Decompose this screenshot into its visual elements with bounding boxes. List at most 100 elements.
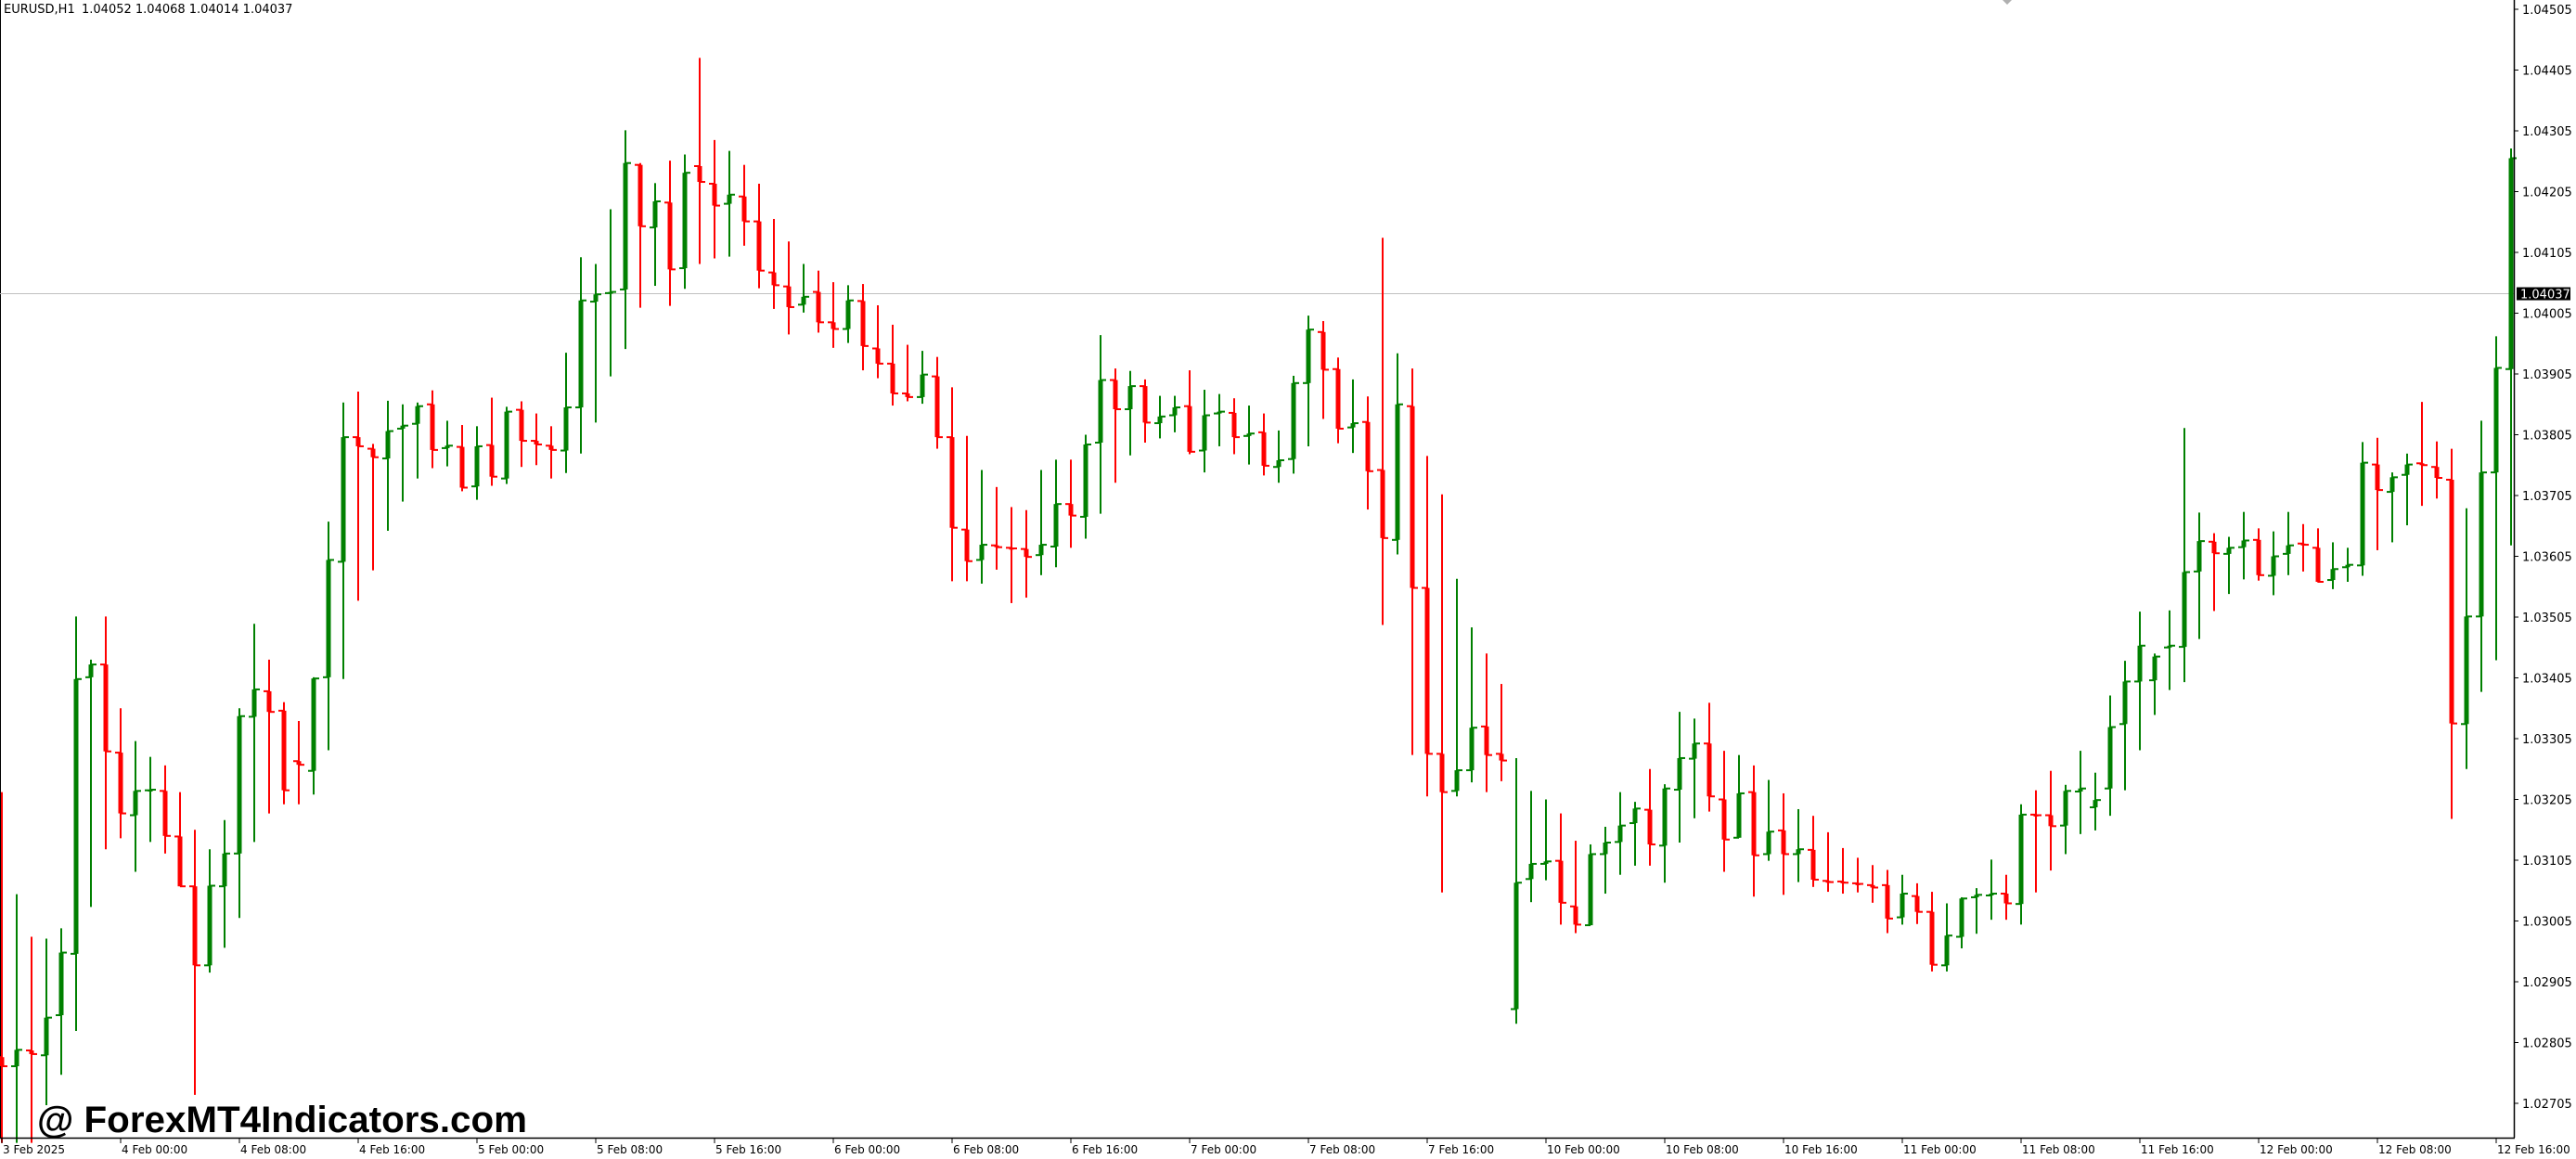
candle-body — [489, 444, 495, 477]
candle — [100, 616, 111, 850]
candle-body — [296, 761, 302, 766]
time-tick-label: 6 Feb 16:00 — [1072, 1143, 1138, 1156]
candle — [1140, 379, 1151, 444]
candle-body — [1870, 884, 1875, 888]
candle-body — [1098, 380, 1103, 444]
candle — [635, 162, 646, 308]
candle — [1451, 578, 1462, 797]
candle-body — [1810, 849, 1816, 880]
chart-shift-marker-icon[interactable] — [2003, 0, 2012, 5]
candle — [1169, 395, 1180, 432]
candle — [531, 413, 542, 466]
candle-body — [2063, 791, 2068, 826]
candle — [753, 183, 765, 289]
candle — [501, 406, 512, 484]
candle — [2045, 770, 2056, 871]
candle-body — [1083, 444, 1088, 517]
time-tick-label: 5 Feb 00:00 — [478, 1143, 544, 1156]
time-tick-label: 12 Feb 16:00 — [2497, 1143, 2570, 1156]
candle-body — [845, 300, 851, 329]
candle — [917, 351, 928, 405]
candle — [679, 154, 690, 290]
candle-body — [2508, 158, 2514, 369]
candle-body — [2122, 681, 2128, 725]
candle-body — [1617, 825, 1623, 843]
candle-body — [831, 322, 836, 329]
price-axis[interactable]: 1.04505 1.04405 1.04305 1.04205 1.04105 1.040… — [2514, 4, 2572, 1112]
candle-body — [1944, 935, 1950, 966]
candle-body — [2256, 539, 2261, 575]
candle-body — [1187, 406, 1192, 452]
candle — [2461, 508, 2472, 769]
candle-body — [1528, 863, 1534, 880]
price-tick-label: 1.04105 — [2522, 247, 2572, 261]
candle — [887, 324, 898, 406]
time-tick-label: 4 Feb 00:00 — [122, 1143, 187, 1156]
candle-body — [281, 710, 287, 791]
candle — [442, 420, 453, 467]
candle — [694, 58, 705, 264]
candle — [2164, 610, 2175, 690]
time-tick-label: 12 Feb 00:00 — [2260, 1143, 2333, 1156]
candle — [1258, 413, 1269, 476]
candle-body — [1707, 743, 1712, 797]
candle-body — [1454, 770, 1460, 792]
candle-body — [741, 196, 747, 222]
time-tick-label: 11 Feb 08:00 — [2022, 1143, 2095, 1156]
candle-body — [979, 545, 985, 560]
time-axis[interactable]: 3 Feb 2025 4 Feb 00:00 4 Feb 08:00 4 Feb 16… — [1, 1138, 2570, 1156]
candle — [2090, 772, 2101, 831]
price-tick-label: 1.04305 — [2522, 125, 2572, 139]
candle — [1318, 321, 1329, 419]
candle-body — [1558, 860, 1564, 903]
candle-body — [2271, 556, 2276, 576]
candle-body — [370, 448, 376, 457]
candle — [1897, 874, 1908, 925]
time-tick-label: 6 Feb 08:00 — [953, 1143, 1019, 1156]
candle — [1110, 368, 1121, 483]
candle — [1526, 791, 1537, 903]
candle-body — [652, 200, 658, 228]
price-tick-label: 1.02905 — [2522, 976, 2572, 990]
candle — [26, 936, 37, 1143]
candle — [1065, 459, 1076, 548]
candle-body — [0, 1057, 5, 1067]
candle-body — [697, 165, 702, 183]
candle-body — [2389, 477, 2395, 493]
candle — [1392, 353, 1403, 555]
candle-body — [1900, 894, 1905, 918]
candle-body — [2493, 367, 2499, 473]
price-tick-label: 1.03605 — [2522, 551, 2572, 565]
candle-body — [875, 348, 881, 364]
candle-body — [133, 791, 138, 816]
candles-layer — [0, 58, 2517, 1143]
candle-body — [2137, 645, 2143, 682]
candle-body — [890, 363, 895, 393]
candle — [1229, 398, 1240, 455]
candle-body — [2078, 788, 2083, 792]
candle — [2268, 531, 2279, 596]
candle — [1288, 375, 1299, 474]
candle — [1629, 802, 1641, 866]
candle-body — [623, 162, 628, 290]
candle-body — [1261, 431, 1267, 466]
price-tick-label: 1.03805 — [2522, 430, 2572, 444]
price-tick-label: 1.03205 — [2522, 794, 2572, 808]
candle-body — [534, 441, 539, 444]
candle — [2491, 336, 2502, 661]
candle-body — [638, 164, 643, 226]
time-tick-label: 4 Feb 08:00 — [240, 1143, 306, 1156]
candle — [1050, 459, 1062, 568]
candle — [1986, 859, 1997, 921]
candle — [768, 218, 779, 309]
candle-body — [177, 836, 183, 887]
candle — [397, 404, 408, 502]
candle-body — [58, 952, 64, 1016]
candle — [1704, 702, 1715, 812]
candle — [1971, 888, 1982, 934]
candle — [145, 756, 156, 843]
candle — [1585, 843, 1596, 927]
candle — [828, 282, 839, 348]
